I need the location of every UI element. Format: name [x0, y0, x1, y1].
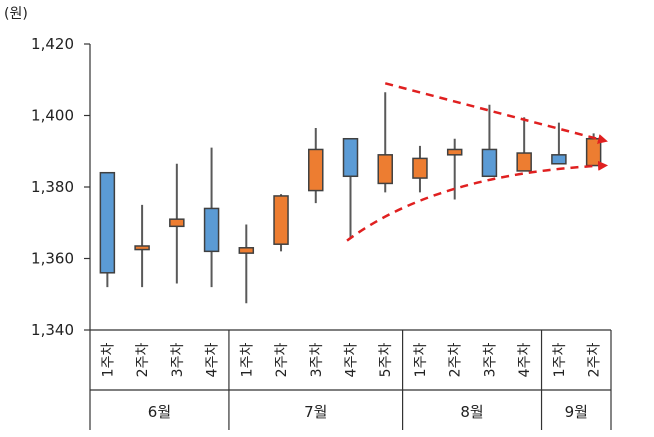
candle-body	[99, 171, 116, 274]
x-tick-label: 4주차	[517, 343, 533, 378]
candle-body	[308, 148, 324, 192]
month-label: 8월	[460, 403, 483, 421]
candle-body	[342, 137, 359, 178]
candle-body	[203, 207, 220, 253]
candle	[169, 163, 185, 284]
candle	[516, 117, 532, 172]
x-tick-label: 4주차	[344, 343, 360, 378]
candle	[308, 128, 324, 204]
candle	[551, 122, 567, 165]
candle-body	[377, 154, 393, 185]
month-label: 9월	[565, 403, 588, 421]
trend-arrow	[384, 82, 608, 144]
y-tick-label: 1,380	[31, 178, 74, 196]
candle-body	[238, 247, 255, 254]
trend-arrow	[346, 160, 609, 242]
x-tick-label: 4주차	[205, 343, 221, 378]
y-unit-label: (원)	[4, 6, 28, 22]
candle	[481, 104, 498, 178]
trend-lines	[346, 82, 609, 242]
candle	[134, 204, 150, 288]
candle	[377, 92, 393, 193]
x-tick-label: 1주차	[239, 343, 255, 378]
candle	[342, 137, 359, 239]
candle-body	[481, 148, 498, 178]
candle	[273, 194, 289, 252]
x-tick-label: 1주차	[413, 343, 429, 378]
y-tick-label: 1,420	[31, 35, 74, 53]
candle	[238, 224, 255, 304]
candle-body	[551, 154, 567, 165]
y-tick-label: 1,360	[31, 250, 74, 268]
y-tick-label: 1,400	[31, 107, 74, 125]
y-tick-label: 1,340	[31, 321, 74, 339]
candle-body	[169, 218, 185, 228]
candle-body	[412, 157, 428, 179]
x-tick-label: 3주차	[309, 343, 325, 378]
x-tick-label: 1주차	[552, 343, 568, 378]
x-tick-label: 2주차	[274, 343, 290, 378]
x-tick-label: 2주차	[587, 343, 603, 378]
candle-body	[585, 137, 602, 167]
x-tick-label: 3주차	[482, 343, 498, 378]
month-label: 7월	[304, 403, 327, 421]
y-axis: 1,340 1,360 1,380 1,400 1,420	[31, 35, 91, 339]
x-tick-label: 2주차	[448, 343, 464, 378]
x-tick-label: 5주차	[378, 343, 394, 378]
candle	[412, 145, 428, 193]
candle-body	[273, 195, 289, 245]
x-tick-label: 3주차	[170, 343, 186, 378]
x-axis: 1주차 2주차 3주차 4주차 6월 1주차 2주차 3주차 4주차 5주차 7월 1주차 2주차 3주차…	[89, 329, 612, 430]
candle-body	[516, 152, 532, 172]
month-label: 6월	[148, 403, 171, 421]
x-tick-label: 2주차	[135, 343, 151, 378]
candle	[99, 171, 116, 288]
candle-body	[446, 148, 463, 156]
candles	[99, 92, 602, 304]
candle	[203, 147, 220, 288]
candle-body	[134, 245, 150, 251]
x-tick-label: 1주차	[100, 343, 116, 378]
